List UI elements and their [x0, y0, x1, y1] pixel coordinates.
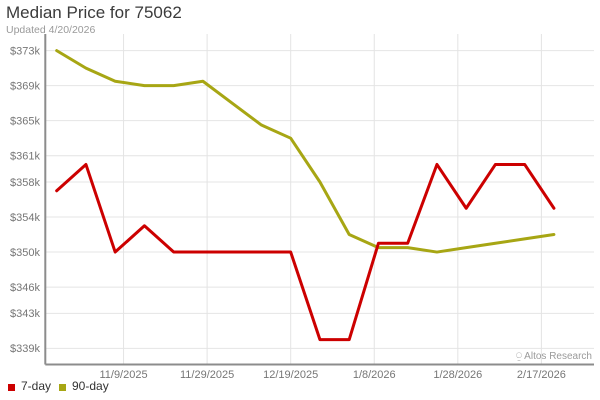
svg-text:⍜ Altos Research: ⍜ Altos Research	[516, 351, 592, 362]
svg-text:$361k: $361k	[10, 151, 40, 163]
svg-text:$354k: $354k	[10, 212, 40, 224]
svg-text:$373k: $373k	[10, 46, 40, 58]
svg-text:$339k: $339k	[10, 343, 40, 355]
svg-text:$343k: $343k	[10, 308, 40, 320]
svg-text:$350k: $350k	[10, 247, 40, 259]
svg-text:$358k: $358k	[10, 177, 40, 189]
svg-text:$369k: $369k	[10, 81, 40, 93]
svg-text:$346k: $346k	[10, 282, 40, 294]
svg-text:$365k: $365k	[10, 116, 40, 128]
